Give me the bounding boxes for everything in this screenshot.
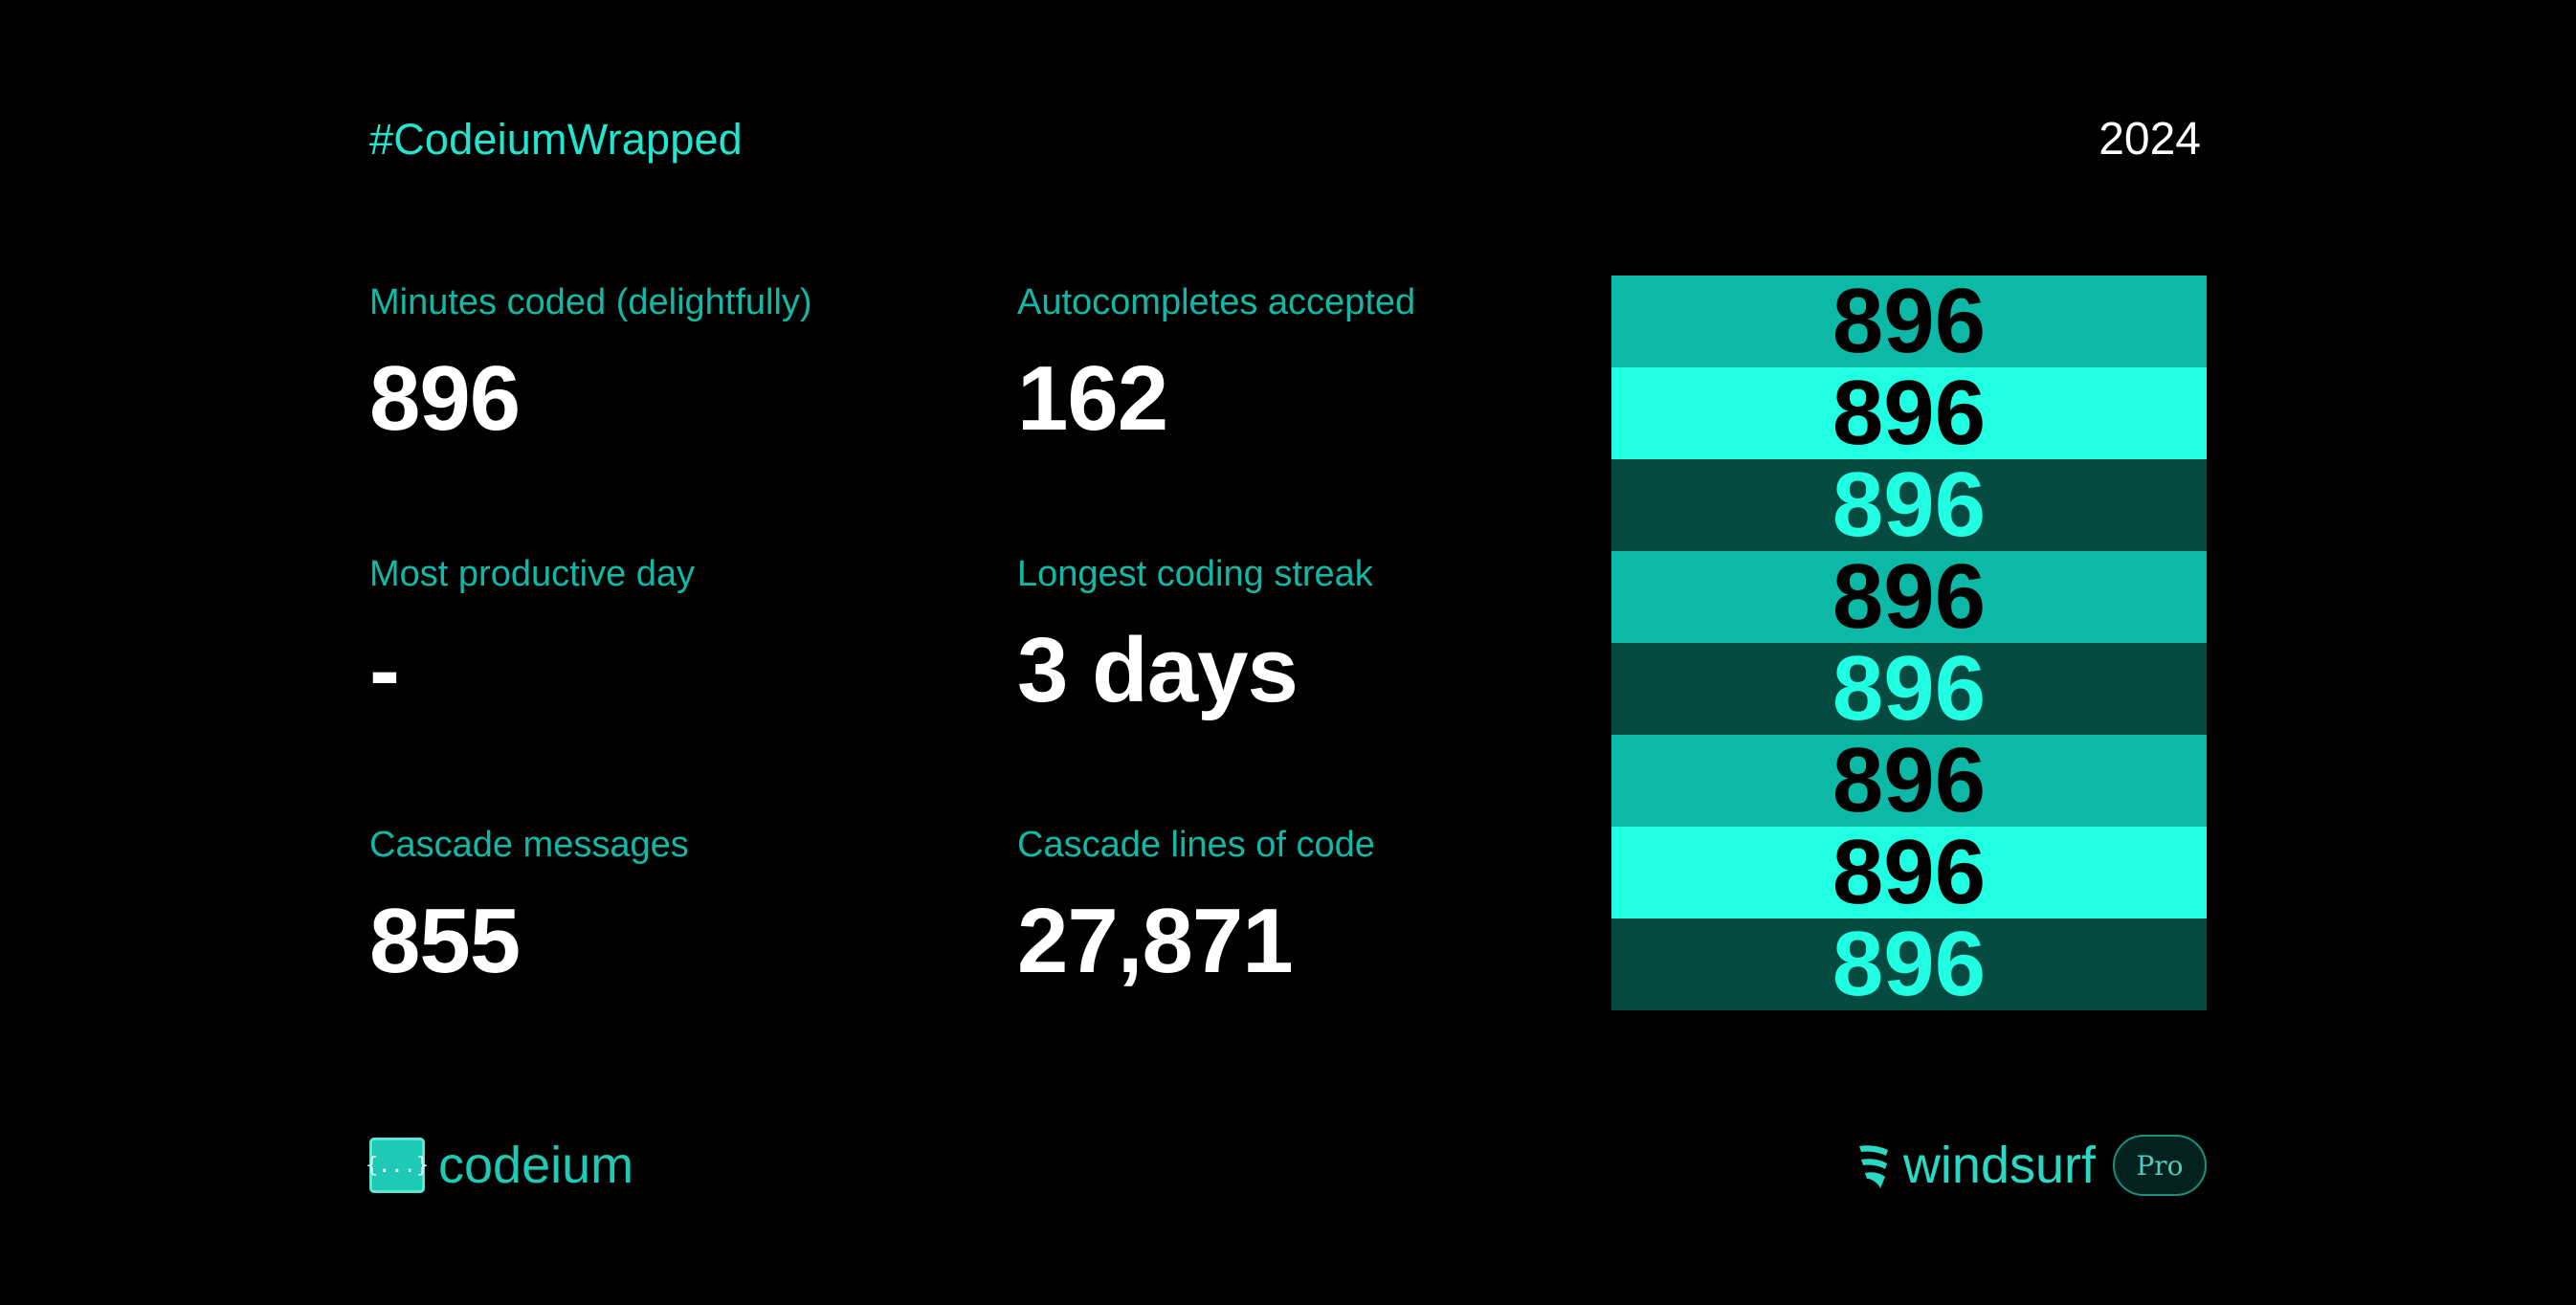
pro-badge: Pro xyxy=(2113,1135,2207,1196)
stack-band: 896 xyxy=(1611,367,2207,459)
stat-label: Minutes coded (delightfully) xyxy=(369,282,812,322)
stack-band: 896 xyxy=(1611,551,2207,643)
stat-value: 855 xyxy=(369,890,521,992)
codeium-wordmark: codeium xyxy=(438,1137,634,1194)
stat-value: - xyxy=(369,619,400,721)
stack-band: 896 xyxy=(1611,918,2207,1010)
stack-band: 896 xyxy=(1611,459,2207,551)
stat-value: 896 xyxy=(369,347,521,450)
stat-value: 3 days xyxy=(1017,619,1299,721)
stat-coding-streak: Longest coding streak 3 days xyxy=(1017,550,1373,719)
stat-productive-day: Most productive day - xyxy=(369,550,695,719)
stat-label: Cascade messages xyxy=(369,825,689,865)
windsurf-branding: windsurf Pro xyxy=(1857,1132,2207,1199)
stat-label: Most productive day xyxy=(369,554,696,594)
stat-cascade-messages: Cascade messages 855 xyxy=(369,821,689,989)
hashtag-title: #CodeiumWrapped xyxy=(369,115,743,164)
stacked-number-graphic: 896 896 896 896 896 896 896 896 xyxy=(1611,276,2207,1010)
stat-label: Longest coding streak xyxy=(1017,554,1373,594)
stack-band: 896 xyxy=(1611,276,2207,367)
codeium-logo-icon: {...} xyxy=(366,1138,429,1193)
stack-band: 896 xyxy=(1611,735,2207,827)
stat-autocompletes: Autocompletes accepted 162 xyxy=(1017,278,1415,447)
stack-band: 896 xyxy=(1611,827,2207,918)
stat-minutes-coded: Minutes coded (delightfully) 896 xyxy=(369,278,812,447)
windsurf-logo-icon xyxy=(1858,1145,1888,1188)
year: 2024 xyxy=(2099,114,2201,165)
stat-cascade-lines: Cascade lines of code 27,871 xyxy=(1017,821,1375,989)
stat-value: 27,871 xyxy=(1017,890,1294,992)
windsurf-wordmark: windsurf xyxy=(1902,1137,2096,1194)
stat-label: Autocompletes accepted xyxy=(1017,282,1416,322)
stack-band: 896 xyxy=(1611,643,2207,735)
stat-label: Cascade lines of code xyxy=(1017,825,1375,865)
codeium-logo: {...} codeium xyxy=(366,1137,634,1194)
stat-value: 162 xyxy=(1017,347,1168,450)
